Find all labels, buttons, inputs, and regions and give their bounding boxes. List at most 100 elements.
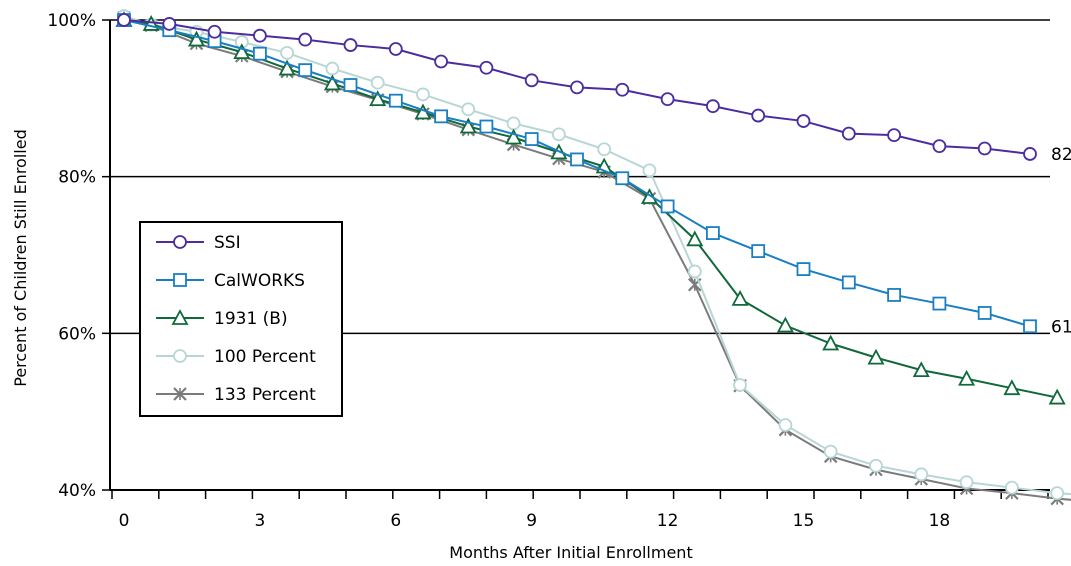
data-point bbox=[751, 244, 766, 258]
data-point bbox=[1023, 319, 1037, 334]
data-point bbox=[841, 126, 856, 141]
data-point bbox=[233, 43, 251, 60]
data-point bbox=[173, 273, 187, 287]
legend-label: 1931 (B) bbox=[214, 309, 288, 329]
data-point bbox=[1048, 388, 1066, 405]
data-point bbox=[932, 296, 947, 311]
x-tick-label: 15 bbox=[793, 511, 815, 531]
data-point bbox=[388, 93, 403, 108]
legend-item: 100 Percent bbox=[156, 347, 316, 367]
data-point bbox=[280, 46, 294, 60]
data-point bbox=[388, 42, 403, 56]
data-point bbox=[434, 54, 449, 69]
y-tick-label: 100% bbox=[47, 11, 96, 31]
legend-label: CalWORKS bbox=[214, 271, 305, 291]
data-point bbox=[173, 349, 187, 363]
data-point bbox=[173, 387, 187, 401]
x-tick-label: 12 bbox=[657, 511, 679, 531]
x-tick-label: 0 bbox=[119, 511, 130, 531]
data-point bbox=[706, 99, 720, 114]
data-point bbox=[570, 152, 584, 167]
series-ssi bbox=[117, 13, 1037, 161]
data-point bbox=[796, 114, 811, 128]
data-point bbox=[841, 275, 856, 290]
data-point bbox=[459, 117, 477, 134]
x-axis-ticks: 0 3 6 9 12 15 18 bbox=[111, 490, 1049, 531]
data-point bbox=[524, 73, 539, 88]
x-tick-label: 18 bbox=[929, 511, 951, 531]
data-point bbox=[660, 92, 675, 107]
data-point bbox=[551, 127, 566, 142]
data-point bbox=[1004, 480, 1019, 495]
data-point bbox=[252, 46, 267, 61]
legend-item: CalWORKS bbox=[156, 271, 305, 291]
y-axis-title: Percent of Children Still Enrolled bbox=[11, 129, 30, 386]
series-group bbox=[115, 9, 1071, 506]
data-point bbox=[887, 288, 901, 302]
data-point bbox=[822, 334, 840, 351]
data-point bbox=[162, 17, 177, 31]
data-point bbox=[343, 38, 358, 52]
y-tick-label: 80% bbox=[58, 168, 96, 188]
data-point bbox=[932, 139, 947, 154]
data-point bbox=[869, 458, 883, 473]
x-tick-label: 9 bbox=[526, 511, 537, 531]
legend: SSI CalWORKS 1931 (B) 100 Percent 133 Percen… bbox=[139, 221, 343, 417]
data-point bbox=[823, 444, 838, 459]
data-point bbox=[887, 128, 901, 143]
legend-item: SSI bbox=[156, 233, 241, 253]
data-point bbox=[325, 61, 340, 76]
data-point bbox=[958, 369, 976, 386]
data-point bbox=[369, 90, 387, 107]
data-point bbox=[278, 59, 296, 76]
end-label: 61 bbox=[1051, 317, 1071, 337]
data-point bbox=[867, 348, 885, 365]
data-point bbox=[686, 230, 704, 247]
y-axis-ticks: 40% 60% 80% 100% bbox=[47, 11, 110, 501]
data-point bbox=[776, 316, 794, 333]
data-point bbox=[252, 28, 267, 43]
data-point bbox=[706, 226, 720, 240]
data-point bbox=[977, 141, 992, 156]
x-axis-title: Months After Initial Enrollment bbox=[449, 543, 692, 562]
data-point bbox=[117, 13, 131, 27]
data-point bbox=[461, 102, 476, 117]
data-point bbox=[660, 199, 675, 214]
y-tick-label: 60% bbox=[58, 324, 96, 344]
data-point bbox=[505, 128, 523, 145]
data-point bbox=[323, 74, 341, 91]
data-point bbox=[434, 109, 449, 124]
data-point bbox=[959, 475, 974, 490]
data-point bbox=[298, 63, 313, 78]
data-point bbox=[778, 418, 793, 432]
end-labels: 826152 bbox=[1051, 145, 1071, 337]
data-point bbox=[796, 262, 811, 277]
data-point bbox=[914, 467, 929, 482]
data-point bbox=[343, 78, 358, 92]
y-tick-label: 40% bbox=[58, 481, 96, 501]
data-point bbox=[615, 171, 630, 186]
data-point bbox=[187, 30, 205, 47]
data-point bbox=[733, 378, 747, 392]
data-point bbox=[173, 235, 187, 249]
data-point bbox=[912, 361, 930, 378]
data-point bbox=[977, 306, 992, 320]
data-point bbox=[416, 87, 430, 102]
data-point bbox=[370, 75, 385, 90]
series-100-percent bbox=[117, 9, 1071, 501]
legend-item: 133 Percent bbox=[156, 385, 316, 405]
data-point bbox=[506, 116, 521, 131]
data-point bbox=[524, 132, 539, 146]
data-point bbox=[597, 142, 612, 157]
data-point bbox=[642, 163, 657, 178]
data-point bbox=[1023, 147, 1037, 161]
data-point bbox=[731, 289, 749, 306]
x-tick-label: 3 bbox=[254, 511, 265, 531]
data-point bbox=[479, 119, 494, 134]
data-point bbox=[1050, 486, 1065, 501]
legend-label: SSI bbox=[214, 233, 241, 253]
data-point bbox=[298, 32, 313, 47]
x-tick-label: 6 bbox=[390, 511, 401, 531]
end-label: 82 bbox=[1051, 145, 1071, 165]
legend-label: 100 Percent bbox=[214, 347, 316, 367]
